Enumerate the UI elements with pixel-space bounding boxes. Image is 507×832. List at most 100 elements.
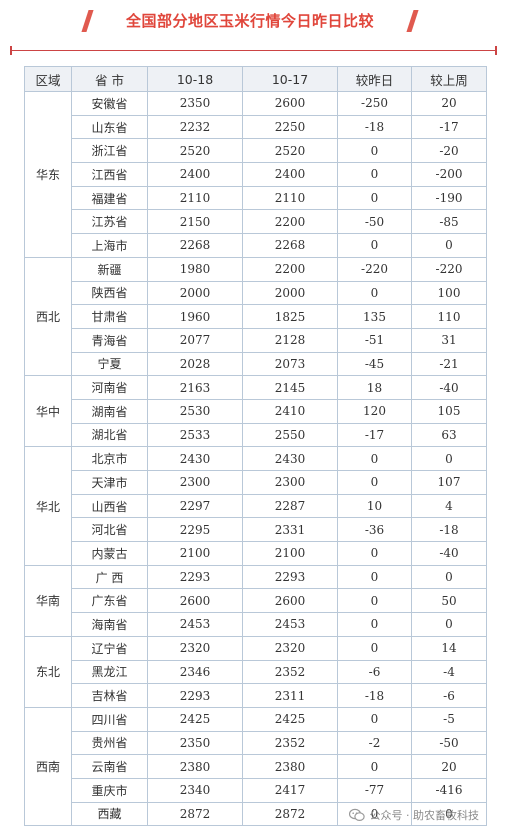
- table-row: 湖北省 2533 2550 -17 63: [25, 422, 487, 448]
- change-vs-yesterday-cell: 0: [337, 706, 412, 732]
- change-vs-yesterday-cell: -250: [337, 91, 412, 116]
- price-yesterday-cell: 2400: [242, 162, 338, 187]
- price-yesterday-cell: 2453: [242, 612, 338, 637]
- price-today-cell: 2293: [147, 683, 243, 708]
- title-accent-right: [406, 10, 419, 32]
- table-row: 广东省 2600 2600 0 50: [25, 588, 487, 614]
- table-row: 浙江省 2520 2520 0 -20: [25, 138, 487, 164]
- price-today-cell: 2453: [147, 612, 243, 637]
- table-row: 宁夏 2028 2073 -45 -21: [25, 351, 487, 377]
- price-today-cell: 2400: [147, 162, 243, 187]
- table-row: 华南广 西 2293 2293 0 0: [24, 564, 487, 637]
- table-row: 江西省 2400 2400 0 -200: [25, 162, 487, 187]
- table-row: 上海市 2268 2268 0 0: [25, 233, 487, 258]
- table-row: 江苏省 2150 2200 -50 -85: [25, 209, 487, 235]
- change-vs-yesterday-cell: 0: [337, 612, 412, 637]
- price-today-cell: 2150: [147, 209, 243, 235]
- price-today-cell: 2320: [147, 635, 243, 661]
- table-row: 吉林省 2293 2311 -18 -6: [25, 683, 487, 708]
- change-vs-yesterday-cell: 0: [337, 233, 412, 258]
- price-yesterday-cell: 2128: [242, 327, 338, 353]
- price-today-cell: 2268: [147, 233, 243, 258]
- change-vs-yesterday-cell: 0: [337, 564, 412, 590]
- change-vs-last-week-cell: 105: [411, 398, 487, 424]
- page-header: 全国部分地区玉米行情今日昨日比较: [0, 0, 507, 60]
- price-yesterday-cell: 2380: [242, 754, 338, 779]
- province-cell: 上海市: [71, 233, 148, 258]
- table-row: 天津市 2300 2300 0 107: [25, 470, 487, 495]
- province-cell: 浙江省: [71, 138, 148, 164]
- table-header-row: 区域 省 市 10-18 10-17 较昨日 较上周: [24, 66, 487, 92]
- price-today-cell: 2293: [147, 564, 243, 590]
- price-today-cell: 2430: [147, 446, 243, 471]
- change-vs-last-week-cell: 0: [411, 233, 487, 258]
- wechat-icon: [348, 808, 365, 822]
- price-yesterday-cell: 2600: [242, 91, 338, 116]
- change-vs-last-week-cell: 107: [411, 470, 487, 495]
- price-yesterday-cell: 2000: [242, 280, 338, 306]
- change-vs-yesterday-cell: -51: [337, 327, 412, 353]
- change-vs-last-week-cell: -40: [411, 541, 487, 566]
- table-row: 青海省 2077 2128 -51 31: [25, 327, 487, 353]
- table-row: 甘肃省 1960 1825 135 110: [25, 304, 487, 329]
- table-row: 贵州省 2350 2352 -2 -50: [25, 730, 487, 756]
- change-vs-yesterday-cell: -18: [337, 114, 412, 140]
- table-row: 华北 北京市 2430 2430 0 0: [24, 446, 487, 566]
- price-yesterday-cell: 1825: [242, 304, 338, 329]
- col-header-province: 省 市: [71, 66, 148, 92]
- price-today-cell: 2350: [147, 91, 243, 116]
- province-cell: 北京市: [71, 446, 148, 471]
- change-vs-last-week-cell: 20: [411, 91, 487, 116]
- col-header-region: 区域: [24, 66, 72, 92]
- change-vs-yesterday-cell: 135: [337, 304, 412, 329]
- title-banner: 全国部分地区玉米行情今日昨日比较: [81, 2, 419, 38]
- table-row: 西北 新疆 1980 2200 -220 -220: [24, 256, 487, 377]
- price-yesterday-cell: 2600: [242, 588, 338, 614]
- price-today-cell: 2110: [147, 185, 243, 211]
- change-vs-last-week-cell: 100: [411, 280, 487, 306]
- province-cell: 广东省: [71, 588, 148, 614]
- province-cell: 甘肃省: [71, 304, 148, 329]
- province-cell: 黑龙江: [71, 659, 148, 685]
- change-vs-yesterday-cell: 0: [337, 162, 412, 187]
- province-cell: 湖南省: [71, 398, 148, 424]
- price-today-cell: 2232: [147, 114, 243, 140]
- change-vs-last-week-cell: -21: [411, 351, 487, 377]
- province-cell: 云南省: [71, 754, 148, 779]
- price-yesterday-cell: 2250: [242, 114, 338, 140]
- change-vs-yesterday-cell: 0: [337, 588, 412, 614]
- price-today-cell: 1980: [147, 256, 243, 282]
- province-cell: 辽宁省: [71, 635, 148, 661]
- change-vs-last-week-cell: 0: [411, 801, 487, 827]
- change-vs-yesterday-cell: 120: [337, 398, 412, 424]
- table-row: 西藏 2872 2872 0 0: [25, 801, 487, 827]
- province-cell: 海南省: [71, 612, 148, 637]
- region-cell: 华中: [24, 375, 72, 448]
- province-cell: 青海省: [71, 327, 148, 353]
- price-yesterday-cell: 2200: [242, 209, 338, 235]
- col-header-vs-last-week: 较上周: [411, 66, 487, 92]
- change-vs-last-week-cell: 0: [411, 446, 487, 471]
- price-yesterday-cell: 2293: [242, 564, 338, 590]
- change-vs-last-week-cell: 0: [411, 612, 487, 637]
- table-row: 东北 辽宁省 2320 2320 0 14: [24, 635, 487, 708]
- change-vs-yesterday-cell: 0: [337, 635, 412, 661]
- price-today-cell: 2297: [147, 493, 243, 519]
- change-vs-yesterday-cell: -77: [337, 777, 412, 803]
- change-vs-last-week-cell: 0: [411, 564, 487, 590]
- price-today-cell: 2300: [147, 470, 243, 495]
- province-cell: 内蒙古: [71, 541, 148, 566]
- change-vs-yesterday-cell: 18: [337, 375, 412, 400]
- change-vs-yesterday-cell: 0: [337, 185, 412, 211]
- province-cell: 天津市: [71, 470, 148, 495]
- price-today-cell: 1960: [147, 304, 243, 329]
- change-vs-last-week-cell: 14: [411, 635, 487, 661]
- region-cell: 华北: [24, 446, 72, 566]
- price-today-cell: 2872: [147, 801, 243, 827]
- province-cell: 新疆: [71, 256, 148, 282]
- change-vs-yesterday-cell: 0: [337, 280, 412, 306]
- change-vs-last-week-cell: -416: [411, 777, 487, 803]
- change-vs-yesterday-cell: -50: [337, 209, 412, 235]
- divider-cap-right: [495, 46, 497, 55]
- price-yesterday-cell: 2145: [242, 375, 338, 400]
